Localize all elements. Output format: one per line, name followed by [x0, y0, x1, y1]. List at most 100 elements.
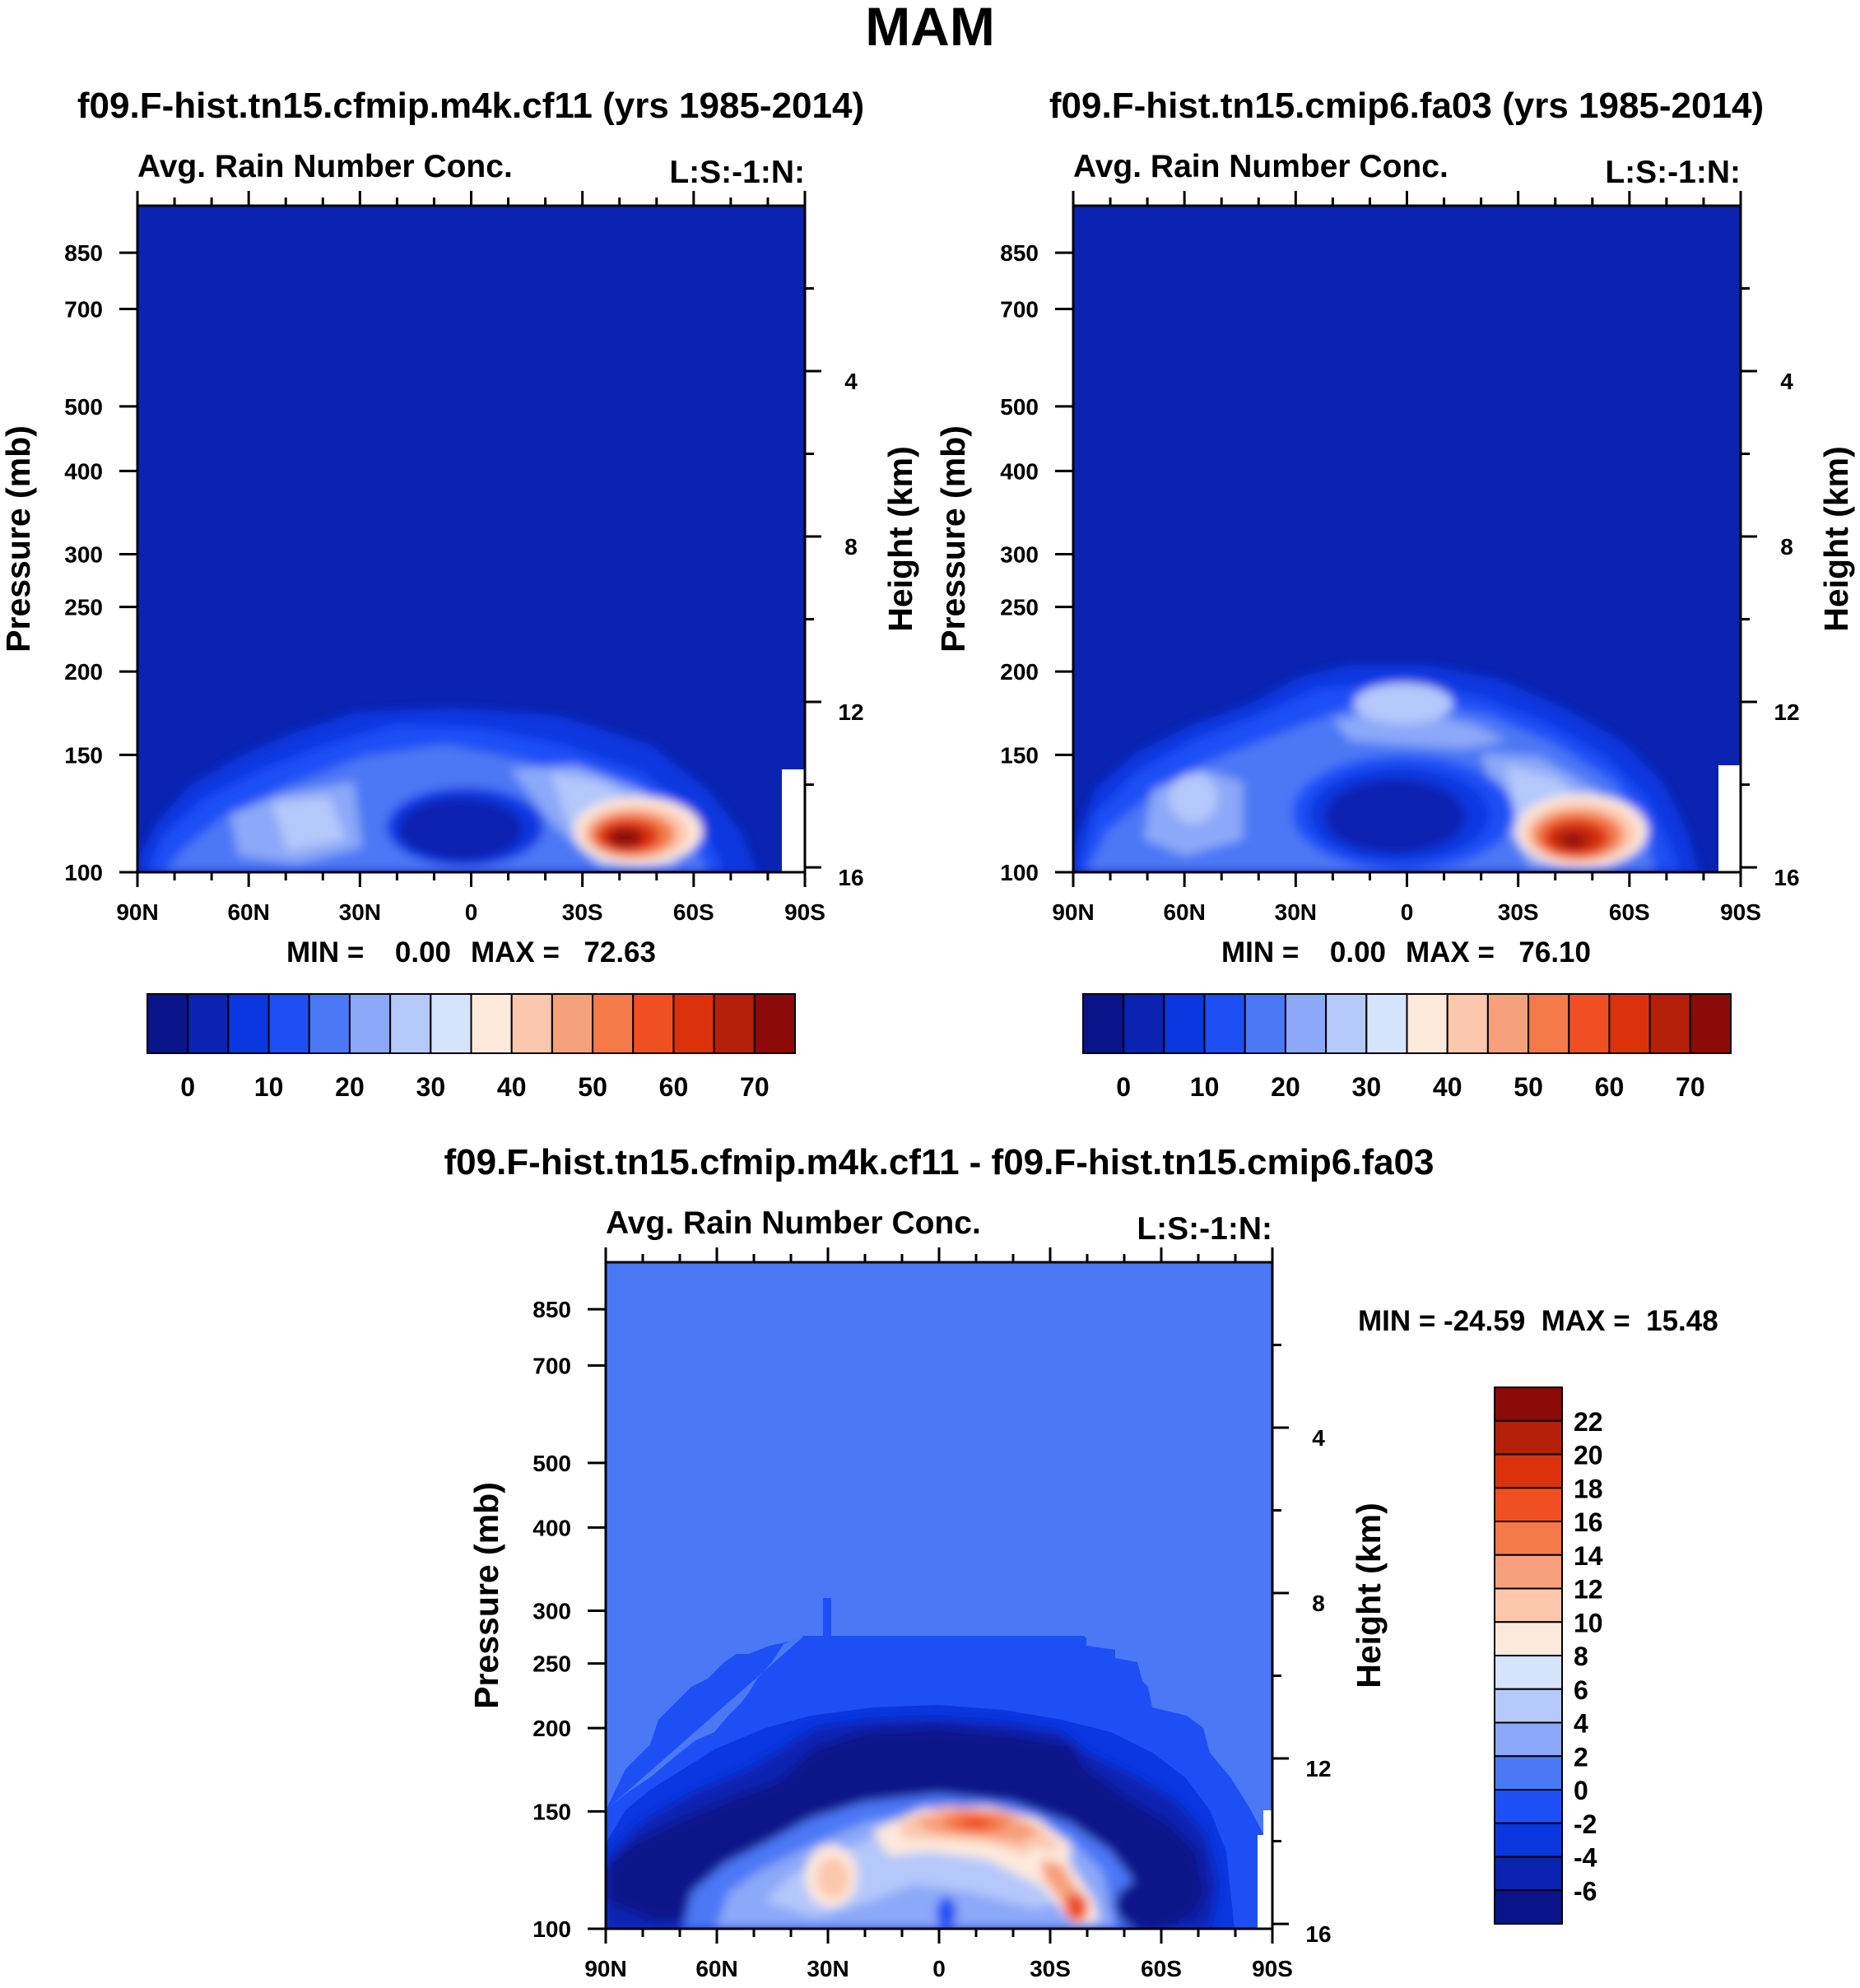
axes: 90N 60N 30N 0 30S 60S 90S 100 150 200 250 300 400 500… — [532, 1247, 1332, 1981]
y-tick-label: 100 — [532, 1916, 571, 1942]
y-right-tick-label: 8 — [1312, 1591, 1325, 1616]
colorbar-tick-label: 60 — [659, 1072, 689, 1102]
y-tick-label: 300 — [64, 542, 103, 568]
colorbar-tick-label: 14 — [1574, 1541, 1603, 1571]
colorbar-tick-label: 18 — [1574, 1474, 1603, 1503]
contour-fill — [1169, 773, 1218, 823]
y-axis-label: Pressure (mb) — [0, 425, 37, 653]
max-value: 76.10 — [1518, 936, 1591, 968]
missing-data — [792, 790, 805, 872]
missing-data — [1727, 786, 1741, 872]
colorbar-swatch — [1494, 1487, 1563, 1522]
colorbar-tick-label: 20 — [1574, 1441, 1603, 1470]
x-tick-label: 90N — [116, 899, 158, 925]
y-tick-label: 700 — [64, 296, 103, 322]
colorbar-tick-label: 30 — [1352, 1072, 1382, 1102]
colorbar-swatch — [348, 993, 392, 1054]
y-tick-label: 200 — [64, 659, 103, 685]
colorbar-swatch — [1082, 993, 1125, 1054]
y-tick-label: 700 — [532, 1353, 571, 1378]
colorbar-tick-label: 10 — [1190, 1072, 1220, 1102]
colorbar-swatch — [1494, 1789, 1563, 1824]
colorbar-tick-label: 50 — [1514, 1072, 1543, 1102]
axes: 90N 60N 30N 0 30S 60S 90S 100 150 200 250 300 400 500… — [1000, 191, 1800, 925]
colorbar-tick-label: 10 — [1574, 1608, 1603, 1637]
colorbar-tick-label: 70 — [740, 1072, 770, 1102]
y-tick-label: 250 — [532, 1651, 571, 1677]
y-axis-label-right: Height (km) — [1817, 446, 1855, 632]
colorbar-tick-label: 16 — [1574, 1507, 1603, 1537]
min-value: 0.00 — [395, 936, 451, 968]
colorbar: 0 10 20 30 40 50 60 70 — [1082, 993, 1732, 1102]
x-tick-label: 90S — [1720, 899, 1761, 925]
colorbar-swatch — [1494, 1587, 1563, 1623]
panel-title: f09.F-hist.tn15.cfmip.m4k.cf11 - f09.F-h… — [444, 1142, 1434, 1182]
colorbar-swatch — [1494, 1453, 1563, 1489]
y-axis-label: Pressure (mb) — [934, 425, 972, 653]
y-tick-label: 850 — [1000, 240, 1039, 266]
y-axis-label-right: Height (km) — [881, 446, 919, 632]
y-tick-label: 850 — [64, 240, 103, 266]
colorbar-swatch — [1494, 1822, 1563, 1858]
x-tick-label: 30N — [1275, 899, 1317, 925]
contour-fill — [606, 1728, 1206, 1925]
y-tick-label: 400 — [64, 458, 103, 484]
colorbar-tick-label: 0 — [1116, 1072, 1131, 1102]
y-right-tick-label: 16 — [838, 865, 863, 890]
colorbar-swatch — [1648, 993, 1691, 1054]
colorbar-tick-label: 12 — [1574, 1575, 1603, 1605]
colorbar-tick-label: 0 — [180, 1072, 195, 1102]
colorbar-swatch — [1365, 993, 1408, 1054]
colorbar-swatch — [1494, 1889, 1563, 1925]
y-right-tick-label: 12 — [1774, 699, 1799, 725]
contour-fill — [1325, 779, 1465, 853]
min-label: MIN = — [286, 936, 364, 968]
colorbar-swatch — [1325, 993, 1368, 1054]
y-tick-label: 200 — [532, 1716, 571, 1741]
colorbar-swatch — [753, 993, 796, 1054]
colorbar-swatch — [1284, 993, 1328, 1054]
colorbar-tick-label: 2 — [1574, 1742, 1588, 1772]
colorbar-swatch — [1494, 1856, 1563, 1892]
y-right-tick-label: 16 — [1305, 1921, 1331, 1947]
contour-fill — [1564, 835, 1583, 847]
panel-subtitle-left: Avg. Rain Number Conc. — [1073, 149, 1448, 184]
y-tick-label: 850 — [532, 1297, 571, 1322]
x-tick-label: 0 — [1401, 899, 1414, 925]
x-tick-label: 60N — [1163, 899, 1205, 925]
colorbar-swatch — [389, 993, 432, 1054]
colorbar-swatch — [1494, 1655, 1563, 1690]
x-tick-label: 30N — [339, 899, 381, 925]
contour-fill — [399, 798, 523, 861]
x-tick-label: 90S — [1252, 1956, 1293, 1981]
colorbar-swatch — [1446, 993, 1489, 1054]
y-axis-label: Pressure (mb) — [467, 1482, 505, 1709]
colorbar-tick-label: 70 — [1676, 1072, 1705, 1102]
max-value: 72.63 — [584, 936, 656, 968]
y-right-tick-label: 12 — [838, 699, 863, 725]
y-tick-label: 100 — [64, 860, 103, 885]
contour-fill — [816, 1857, 849, 1898]
y-tick-label: 100 — [1000, 860, 1039, 885]
contour-fill — [959, 1818, 992, 1829]
contour-fill — [272, 797, 346, 852]
x-tick-label: 90S — [784, 899, 825, 925]
x-tick-label: 60N — [227, 899, 269, 925]
colorbar-swatch — [1689, 993, 1732, 1054]
colorbar-swatch — [713, 993, 756, 1054]
colorbar-tick-label: 0 — [1574, 1776, 1588, 1805]
panel-subtitle-left: Avg. Rain Number Conc. — [137, 149, 513, 184]
y-tick-label: 150 — [64, 742, 103, 768]
y-tick-label: 200 — [1000, 659, 1039, 685]
colorbar-swatch — [1494, 1419, 1563, 1456]
axes: 90N 60N 30N 0 30S 60S 90S 100 150 200 250 300 400 500… — [64, 191, 864, 925]
y-right-tick-label: 16 — [1774, 865, 1799, 890]
y-tick-label: 250 — [1000, 595, 1039, 620]
y-right-tick-label: 4 — [1312, 1425, 1325, 1451]
panel-cf11: f09.F-hist.tn15.cfmip.m4k.cf11 (yrs 1985… — [0, 86, 919, 1102]
panel-subtitle-left: Avg. Rain Number Conc. — [606, 1205, 981, 1241]
colorbar-tick-label: 20 — [1271, 1072, 1300, 1102]
colorbar-swatch — [551, 993, 594, 1054]
colorbar-swatch — [1608, 993, 1651, 1054]
y-tick-label: 250 — [64, 595, 103, 620]
